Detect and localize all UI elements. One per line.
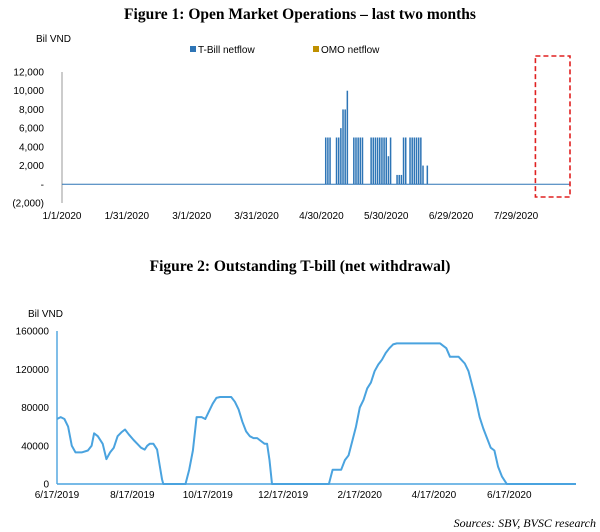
figure-1-unit-label: Bil VND bbox=[36, 34, 71, 45]
figure-2-y-tick-label: 160000 bbox=[16, 327, 50, 338]
figure-1-bar bbox=[420, 137, 422, 185]
figure-1-y-axis-ticks: 12,000 10,000 8,000 6,000 4,000 2,000 - (2,000) bbox=[12, 68, 44, 210]
figure-2-y-axis-ticks: 160000 120000 80000 40000 0 bbox=[16, 327, 50, 491]
figure-2-x-axis-ticks: 6/17/2019 8/17/2019 10/17/2019 12/17/2019 2/… bbox=[35, 490, 532, 501]
figure-1-bar bbox=[381, 137, 383, 185]
figure-1-bar bbox=[411, 137, 413, 185]
figure-1-y-tick-label: 10,000 bbox=[13, 86, 44, 97]
figure-2-x-tick-label: 6/17/2020 bbox=[487, 490, 532, 501]
figure-1-bar bbox=[400, 174, 403, 185]
figure-1-legend: T-Bill netflow OMO netflow bbox=[190, 45, 380, 56]
figure-2-x-tick-label: 2/17/2020 bbox=[338, 490, 383, 501]
figure-1-title: Figure 1: Open Market Operations – last … bbox=[124, 6, 476, 23]
figure-1-bar bbox=[335, 137, 338, 185]
figure-2-series-line bbox=[56, 342, 576, 485]
figure-1-bar bbox=[385, 137, 388, 185]
figure-1-bar bbox=[376, 137, 379, 185]
figure-1-bar bbox=[383, 137, 385, 185]
figure-1-y-tick-label: 2,000 bbox=[19, 161, 44, 172]
figure-1-bar bbox=[355, 137, 357, 185]
figure-1-bar bbox=[329, 137, 331, 185]
figure-1-y-tick-label: (2,000) bbox=[12, 199, 44, 210]
figure-1-bar bbox=[409, 137, 411, 185]
figure-1-bar bbox=[324, 137, 327, 185]
figure-1-bar bbox=[361, 137, 364, 185]
figure-1-x-tick-label: 3/1/2020 bbox=[172, 211, 211, 222]
figure-1-y-tick-label: 6,000 bbox=[19, 124, 44, 135]
figure-1-bars bbox=[324, 90, 429, 185]
figure-1-bar bbox=[327, 137, 329, 185]
figure-2-x-tick-label: 8/17/2019 bbox=[110, 490, 155, 501]
figure-2-x-tick-label: 12/17/2019 bbox=[258, 490, 308, 501]
figure-1-bar bbox=[413, 137, 416, 185]
figure-2-title: Figure 2: Outstanding T-bill (net withdr… bbox=[150, 258, 451, 275]
figure-1-bar bbox=[374, 137, 377, 185]
figure-1-y-tick-label: 4,000 bbox=[19, 142, 44, 153]
figure-1-x-tick-label: 6/29/2020 bbox=[429, 211, 474, 222]
figure-1-x-axis-ticks: 1/1/2020 1/31/2020 3/1/2020 3/31/2020 4/30/2… bbox=[43, 211, 539, 222]
figure-1-bar bbox=[426, 165, 429, 185]
figure-1-y-tick-label: 8,000 bbox=[19, 105, 44, 116]
figure-1-bar bbox=[346, 90, 349, 185]
figure-1-bar bbox=[389, 137, 392, 185]
figure-1-bar bbox=[337, 137, 340, 185]
figure-2-y-tick-label: 120000 bbox=[16, 365, 50, 376]
figure-1: Figure 1: Open Market Operations – last … bbox=[12, 6, 571, 222]
figure-1-bar bbox=[353, 137, 355, 185]
figure-1-bar bbox=[357, 137, 359, 185]
figure-1-y-tick-label: - bbox=[41, 180, 44, 191]
figure-1-bar bbox=[398, 174, 400, 185]
figure-1-bar bbox=[359, 137, 362, 185]
figure-1-bar bbox=[396, 174, 398, 185]
figure-1-x-tick-label: 5/30/2020 bbox=[364, 211, 409, 222]
figure-1-x-tick-label: 7/29/2020 bbox=[494, 211, 539, 222]
figure-1-bar bbox=[402, 137, 405, 185]
figure-2: Figure 2: Outstanding T-bill (net withdr… bbox=[16, 258, 576, 501]
figure-2-x-tick-label: 10/17/2019 bbox=[183, 490, 233, 501]
figure-1-bar bbox=[340, 128, 342, 185]
legend-swatch-tbill bbox=[190, 46, 196, 52]
figure-1-bar bbox=[404, 137, 407, 185]
figure-1-bar bbox=[372, 137, 375, 185]
figure-1-x-tick-label: 1/31/2020 bbox=[105, 211, 150, 222]
source-note: Sources: SBV, BVSC research bbox=[454, 516, 596, 530]
figure-1-bar bbox=[342, 109, 344, 185]
legend-label-tbill: T-Bill netflow bbox=[198, 45, 255, 56]
legend-swatch-omo bbox=[313, 46, 319, 52]
figure-2-x-tick-label: 4/17/2020 bbox=[412, 490, 457, 501]
figure-2-y-tick-label: 80000 bbox=[21, 403, 49, 414]
figure-1-bar bbox=[387, 156, 390, 185]
figure-2-unit-label: Bil VND bbox=[28, 309, 63, 320]
figure-1-highlight-box bbox=[534, 55, 571, 198]
figure-1-bar bbox=[422, 165, 424, 185]
figure-2-y-tick-label: 0 bbox=[43, 480, 49, 491]
figure-2-x-tick-label: 6/17/2019 bbox=[35, 490, 80, 501]
figure-1-bar bbox=[344, 109, 346, 185]
figure-1-x-tick-label: 1/1/2020 bbox=[43, 211, 82, 222]
figure-1-bar bbox=[370, 137, 372, 185]
figure-1-x-tick-label: 3/31/2020 bbox=[234, 211, 279, 222]
figure-1-bar bbox=[379, 137, 381, 185]
legend-label-omo: OMO netflow bbox=[321, 45, 380, 56]
figure-2-y-tick-label: 40000 bbox=[21, 441, 49, 452]
figure-1-x-tick-label: 4/30/2020 bbox=[299, 211, 344, 222]
figure-1-bar bbox=[415, 137, 418, 185]
figure-1-bar bbox=[417, 137, 420, 185]
figure-1-y-tick-label: 12,000 bbox=[13, 68, 44, 79]
